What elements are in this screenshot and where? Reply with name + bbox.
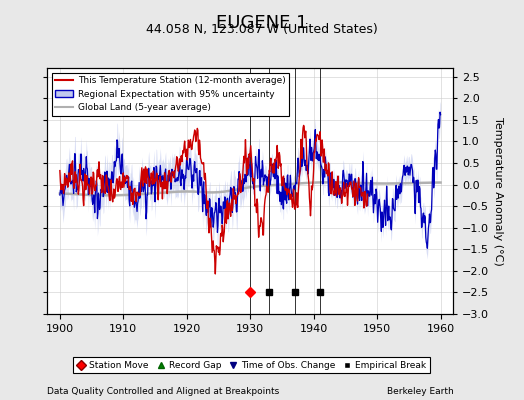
Legend: Station Move, Record Gap, Time of Obs. Change, Empirical Break: Station Move, Record Gap, Time of Obs. C…: [73, 357, 430, 374]
Y-axis label: Temperature Anomaly (°C): Temperature Anomaly (°C): [493, 117, 503, 265]
Text: Data Quality Controlled and Aligned at Breakpoints: Data Quality Controlled and Aligned at B…: [47, 387, 279, 396]
Text: 44.058 N, 123.087 W (United States): 44.058 N, 123.087 W (United States): [146, 23, 378, 36]
Text: Berkeley Earth: Berkeley Earth: [387, 387, 453, 396]
Legend: This Temperature Station (12-month average), Regional Expectation with 95% uncer: This Temperature Station (12-month avera…: [52, 72, 289, 116]
Text: EUGENE 1: EUGENE 1: [216, 14, 308, 32]
